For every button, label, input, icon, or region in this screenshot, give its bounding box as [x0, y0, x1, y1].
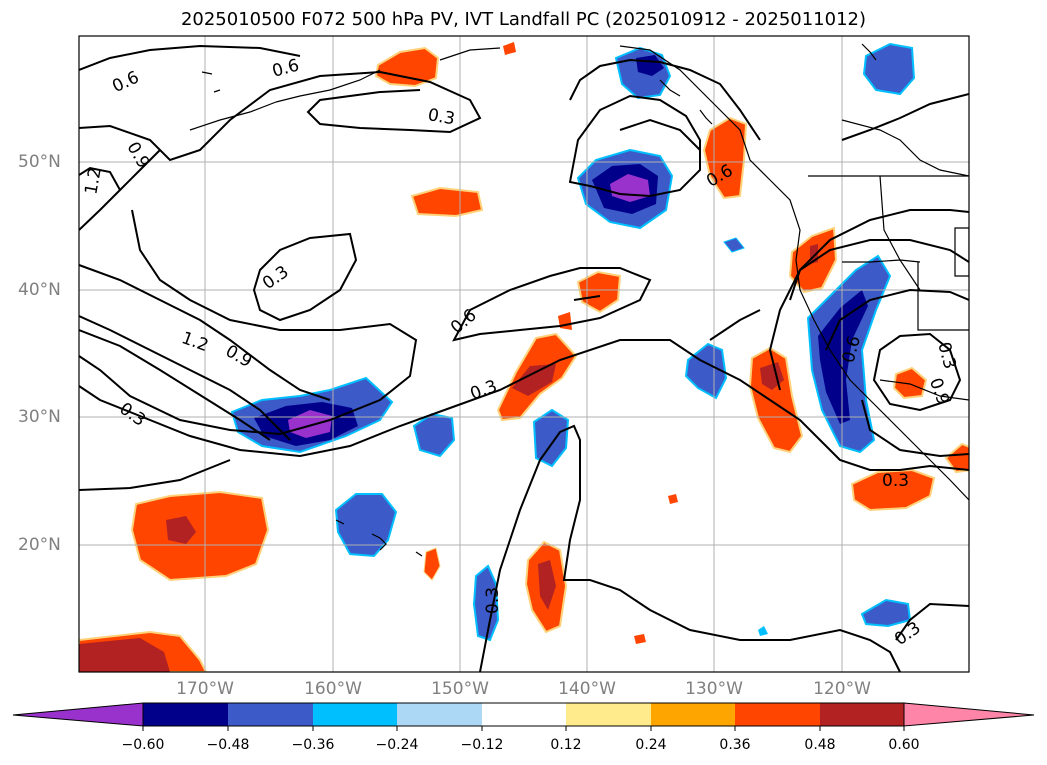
lat-label: 20°N: [18, 535, 61, 555]
shade-bering-red: [374, 46, 440, 88]
colorbar: [12, 702, 1035, 731]
lon-label: 120°W: [813, 679, 871, 699]
graticule: [79, 36, 969, 672]
shade-midpac-red-2: [576, 270, 622, 314]
shade-darkred-sw: [79, 638, 170, 672]
pv-contours: [79, 44, 969, 672]
contour-label: 0.3: [483, 587, 503, 614]
lon-label: 160°W: [304, 679, 362, 699]
colorbar-swatch: [313, 703, 397, 726]
lon-label: 140°W: [558, 679, 616, 699]
colorbar-tick-label: 0.12: [550, 737, 582, 753]
colorbar-tick-label: 0.36: [719, 737, 751, 753]
colorbar-swatch: [566, 703, 651, 726]
colorbar-tick-label: 0.24: [635, 737, 667, 753]
shade-blue-tiny: [758, 626, 768, 636]
shade-ne-blue: [862, 42, 916, 96]
lat-label: 40°N: [18, 280, 61, 300]
shade-navy-cal: [818, 290, 868, 424]
shade-red-small-1: [423, 547, 441, 581]
colorbar-swatch: [228, 703, 313, 726]
colorbar-extend-low: [12, 702, 144, 727]
map-frame: [78, 35, 970, 673]
colorbar-swatch: [397, 703, 482, 726]
contour-label: 0.3: [882, 471, 909, 491]
contour-label: 0.3: [426, 105, 456, 129]
colorbar-swatch: [820, 703, 904, 726]
lon-label: 170°W: [176, 679, 234, 699]
map-title: 2025010500 F072 500 hPa PV, IVT Landfall…: [180, 9, 867, 30]
shade-red-baja: [892, 366, 928, 400]
lon-label: 130°W: [685, 679, 743, 699]
colorbar-tick-label: 0.60: [888, 737, 920, 753]
lon-label: 150°W: [431, 679, 489, 699]
colorbar-swatch: [651, 703, 735, 726]
shade-red-small-2: [668, 494, 678, 504]
shade-red-mexico-1: [850, 468, 936, 512]
colorbar-tick-label: −0.48: [206, 737, 250, 753]
colorbar-tick-label: −0.12: [460, 737, 504, 753]
colorbar-tick-label: −0.24: [375, 737, 419, 753]
shade-red-small-3: [634, 634, 646, 644]
shade-blue-small: [723, 237, 745, 253]
colorbar-tick-label: −0.60: [121, 737, 165, 753]
shade-midpac-red-1: [410, 186, 484, 218]
colorbar-swatch: [482, 703, 566, 726]
shade-diag-darkred: [512, 364, 556, 396]
lat-label: 30°N: [18, 407, 61, 427]
shade-darkred-170w: [166, 516, 196, 544]
colorbar-swatch: [143, 703, 228, 726]
shade-blue-strip: [472, 564, 500, 642]
colorbar-swatch: [735, 703, 820, 726]
lat-label: 50°N: [18, 152, 61, 172]
shade-blue-143w: [532, 408, 570, 468]
shade-red-mexico-2: [944, 442, 969, 474]
shade-red-170w: [130, 490, 270, 582]
shade-hawaii-blue: [334, 493, 398, 558]
shade-darkred-143w: [538, 560, 556, 610]
shade-small-red-1: [503, 42, 516, 55]
colorbar-tick-label: −0.36: [291, 737, 335, 753]
colorbar-tick-label: 0.48: [804, 737, 836, 753]
contour-label: 1.2: [81, 166, 105, 196]
colorbar-extend-high: [903, 702, 1035, 727]
